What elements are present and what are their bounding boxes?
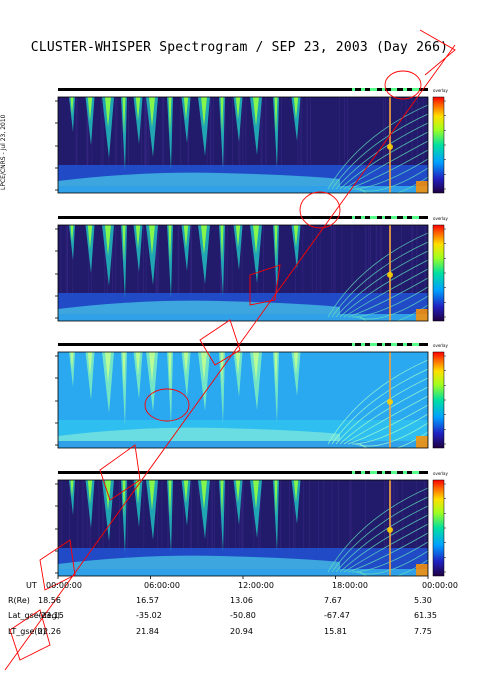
watermark-stroke xyxy=(199,319,241,366)
ephemeris-label: UT xyxy=(26,581,37,590)
strip-bar: overlay xyxy=(58,471,448,476)
colorbar xyxy=(432,351,446,449)
ephemeris-row: R(Re) 18.56 16.57 13.06 7.67 5.30 xyxy=(0,596,479,608)
panel-c4: overlay xyxy=(55,471,448,577)
watermark-stroke xyxy=(299,191,341,229)
ephemeris-value: 22.26 xyxy=(38,627,61,636)
overlay-label: overlay xyxy=(433,88,448,93)
ephemeris-label: Lat_gse(deg) xyxy=(8,611,60,620)
ephemeris-label: LT_gse(h) xyxy=(8,627,46,636)
ephemeris-value: 00:00:00 xyxy=(422,581,458,590)
ephemeris-value: 18.56 xyxy=(38,596,61,605)
spectrogram xyxy=(58,352,428,448)
watermark xyxy=(4,29,456,671)
ephemeris-row: UT 00:00:00 06:00:00 12:00:00 18:00:00 00:00:… xyxy=(0,581,479,593)
ephemeris-value: 7.75 xyxy=(414,627,432,636)
overlay-label: overlay xyxy=(433,216,448,221)
strip-bar: overlay xyxy=(58,343,448,348)
colorbar xyxy=(432,224,446,322)
panel-c3: overlay xyxy=(55,343,448,449)
overlay-label: overlay xyxy=(433,471,448,476)
ephemeris-value: 16.57 xyxy=(136,596,159,605)
spectrogram xyxy=(58,480,428,576)
ephemeris-value: 13.06 xyxy=(230,596,253,605)
ephemeris-value: -67.47 xyxy=(324,611,350,620)
ephemeris-value: -23.15 xyxy=(38,611,64,620)
watermark-stroke xyxy=(4,29,456,671)
spectrogram xyxy=(58,225,428,321)
ephemeris-row: LT_gse(h) 22.26 21.84 20.94 15.81 7.75 xyxy=(0,627,479,639)
colorbar xyxy=(432,96,446,194)
ephemeris-value: 5.30 xyxy=(414,596,432,605)
ephemeris-value: 06:00:00 xyxy=(144,581,180,590)
ephemeris-row: Lat_gse(deg) -23.15 -35.02 -50.80 -67.47 61.3… xyxy=(0,611,479,623)
chart-title: CLUSTER-WHISPER Spectrogram / SEP 23, 20… xyxy=(30,40,449,55)
watermark-stroke xyxy=(384,70,422,100)
ephemeris-value: -50.80 xyxy=(230,611,256,620)
ephemeris-value: -35.02 xyxy=(136,611,162,620)
panel-c1: overlay xyxy=(55,88,448,194)
watermark-stroke xyxy=(39,539,76,591)
ephemeris-value: 20.94 xyxy=(230,627,253,636)
ephemeris-value: 61.35 xyxy=(414,611,437,620)
watermark-stroke xyxy=(99,444,141,501)
overlay-label: overlay xyxy=(433,343,448,348)
ephemeris-value: 21.84 xyxy=(136,627,159,636)
strip-bar: overlay xyxy=(58,88,448,93)
ephemeris-value: 12:00:00 xyxy=(238,581,274,590)
strip-bar: overlay xyxy=(58,216,448,221)
ephemeris-value: 18:00:00 xyxy=(332,581,368,590)
ephemeris-label: R(Re) xyxy=(8,596,30,605)
ephemeris-value: 15.81 xyxy=(324,627,347,636)
spectrogram xyxy=(58,97,428,193)
watermark-stroke xyxy=(249,264,281,306)
panel-c2: overlay xyxy=(55,216,448,322)
ephemeris-value: 00:00:00 xyxy=(46,581,82,590)
watermark-stroke xyxy=(144,388,190,422)
watermark-stroke xyxy=(9,609,51,661)
colorbar xyxy=(432,479,446,577)
ephemeris-value: 7.67 xyxy=(324,596,342,605)
